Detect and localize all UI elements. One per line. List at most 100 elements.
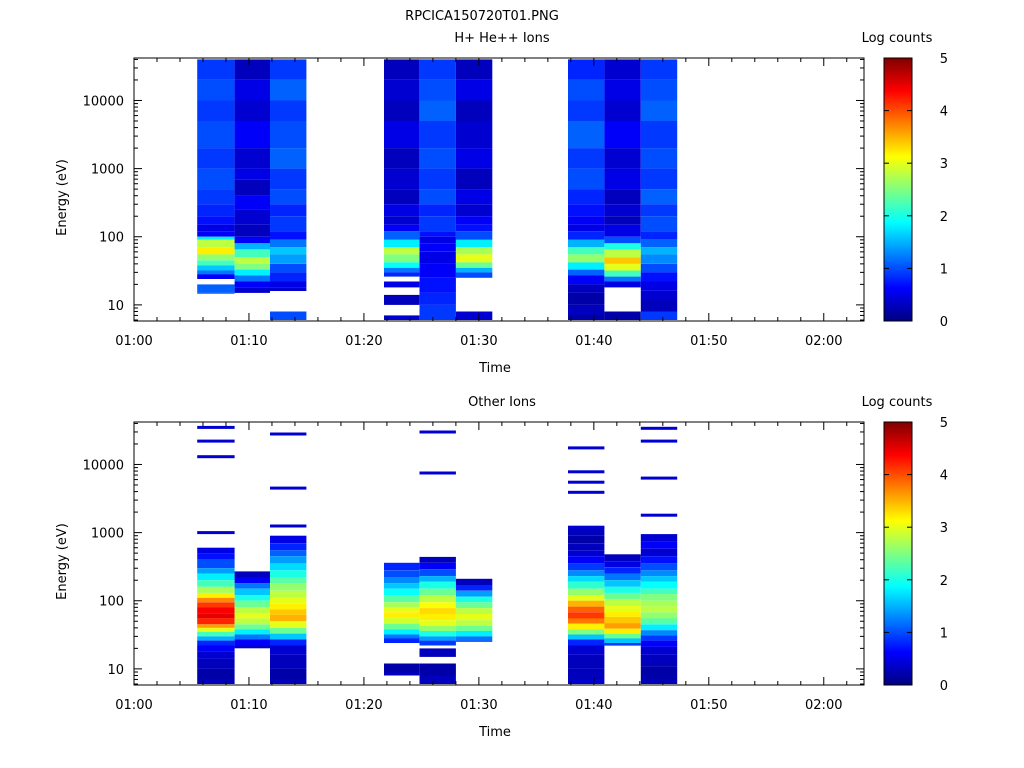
heatmap-cell <box>197 270 235 275</box>
time-block <box>568 446 605 684</box>
heatmap-cell <box>197 148 235 169</box>
heatmap-cell <box>234 236 270 244</box>
heatmap-cell <box>419 263 456 278</box>
heatmap-cell <box>197 593 235 598</box>
y-tick-label: 100 <box>99 231 124 246</box>
heatmap-cell <box>270 272 307 282</box>
heatmap-cell <box>419 576 456 582</box>
heatmap-cell <box>568 606 605 613</box>
heatmap-cell <box>640 655 678 667</box>
sparse-count-line <box>197 425 235 429</box>
heatmap-cell <box>419 236 456 244</box>
x-tick-label: 01:20 <box>345 334 382 349</box>
colorbar-tick-label: 5 <box>940 52 948 67</box>
heatmap-cell <box>419 189 456 205</box>
heatmap-cell <box>234 607 270 614</box>
heatmap-cell <box>568 595 605 601</box>
heatmap-cell <box>640 189 678 205</box>
heatmap-cell <box>455 272 493 278</box>
heatmap-cell <box>568 570 605 577</box>
colorbar-tick-label: 2 <box>940 210 948 225</box>
heatmap-cell <box>604 586 641 593</box>
time-block <box>234 59 270 293</box>
heatmap-cell <box>234 275 270 282</box>
heatmap-cell <box>197 586 235 593</box>
heatmap-cell <box>270 247 307 255</box>
time-block <box>604 59 641 320</box>
heatmap-cell <box>234 281 270 288</box>
heatmap-cell <box>568 59 605 80</box>
heatmap-cell <box>455 596 493 603</box>
heatmap-cell <box>197 651 235 659</box>
x-tick-label: 01:10 <box>230 698 267 713</box>
heatmap-cell <box>234 59 270 80</box>
heatmap-cell <box>568 623 605 630</box>
heatmap-cell <box>197 80 235 101</box>
heatmap-cell <box>197 602 235 608</box>
heatmap-cell <box>455 625 493 631</box>
colorbar-label: Log counts <box>862 31 933 46</box>
heatmap-cell <box>640 563 678 571</box>
sparse-count-line <box>197 455 235 459</box>
heatmap-cell <box>640 679 678 684</box>
heatmap-cell <box>234 249 270 258</box>
heatmap-cell <box>270 100 307 121</box>
sparse-count-line <box>568 525 605 529</box>
heatmap-cell <box>455 80 493 101</box>
colorbar-gradient <box>883 57 913 322</box>
heatmap-cell <box>197 624 235 628</box>
heatmap-cell <box>568 292 605 305</box>
heatmap-cell <box>455 59 493 80</box>
heatmap-cell <box>384 634 420 639</box>
heatmap-cell <box>568 634 605 640</box>
heatmap-cell <box>197 260 235 266</box>
heatmap-cell <box>640 635 678 641</box>
heatmap-cell <box>197 189 235 205</box>
heatmap-cell <box>270 59 307 80</box>
heatmap-cell <box>197 580 235 587</box>
heatmap-cell <box>270 216 307 232</box>
heatmap-cell <box>234 595 270 601</box>
heatmap-cell <box>197 265 235 271</box>
heatmap-cell <box>419 640 456 646</box>
heatmap-cell <box>270 287 307 291</box>
heatmap-cell <box>568 304 605 316</box>
colorbar: 0 1 2 3 4 5 Log counts <box>862 31 948 330</box>
heatmap-cell <box>197 618 235 625</box>
heatmap-cell <box>270 550 307 557</box>
heatmap-cell <box>197 627 235 632</box>
heatmap-cell <box>270 633 307 640</box>
heatmap-cell <box>270 570 307 578</box>
heatmap-cell <box>197 597 235 603</box>
heatmap-cell <box>197 679 235 684</box>
heatmap-cell <box>234 263 270 270</box>
heatmap-cell <box>234 287 270 293</box>
heatmap-cell <box>270 148 307 169</box>
heatmap-cell <box>384 148 420 169</box>
heatmap-cell <box>384 602 420 608</box>
heatmap-cell <box>234 243 270 250</box>
heatmap-cell <box>604 168 641 190</box>
heatmap-cell <box>568 527 605 536</box>
sparse-count-line <box>270 524 307 528</box>
heatmap-cell <box>604 561 641 568</box>
heatmap-cell <box>384 588 420 596</box>
colorbar-tick-label: 0 <box>940 315 948 330</box>
heatmap-cell <box>640 640 678 647</box>
heatmap-cell <box>197 216 235 225</box>
heatmap-cell <box>568 80 605 101</box>
heatmap-cell <box>270 263 307 273</box>
heatmap-cell <box>419 556 456 563</box>
heatmap-cell <box>640 556 678 564</box>
heatmap-cell <box>234 618 270 625</box>
heatmap-cell <box>234 613 270 619</box>
heatmap-cell <box>419 277 456 293</box>
heatmap-cell <box>640 541 678 549</box>
heatmap-cell <box>640 581 678 589</box>
heatmap-cell <box>640 100 678 121</box>
heatmap-cell <box>604 599 641 606</box>
heatmap-cell <box>604 204 641 217</box>
heatmap-cell <box>419 625 456 631</box>
